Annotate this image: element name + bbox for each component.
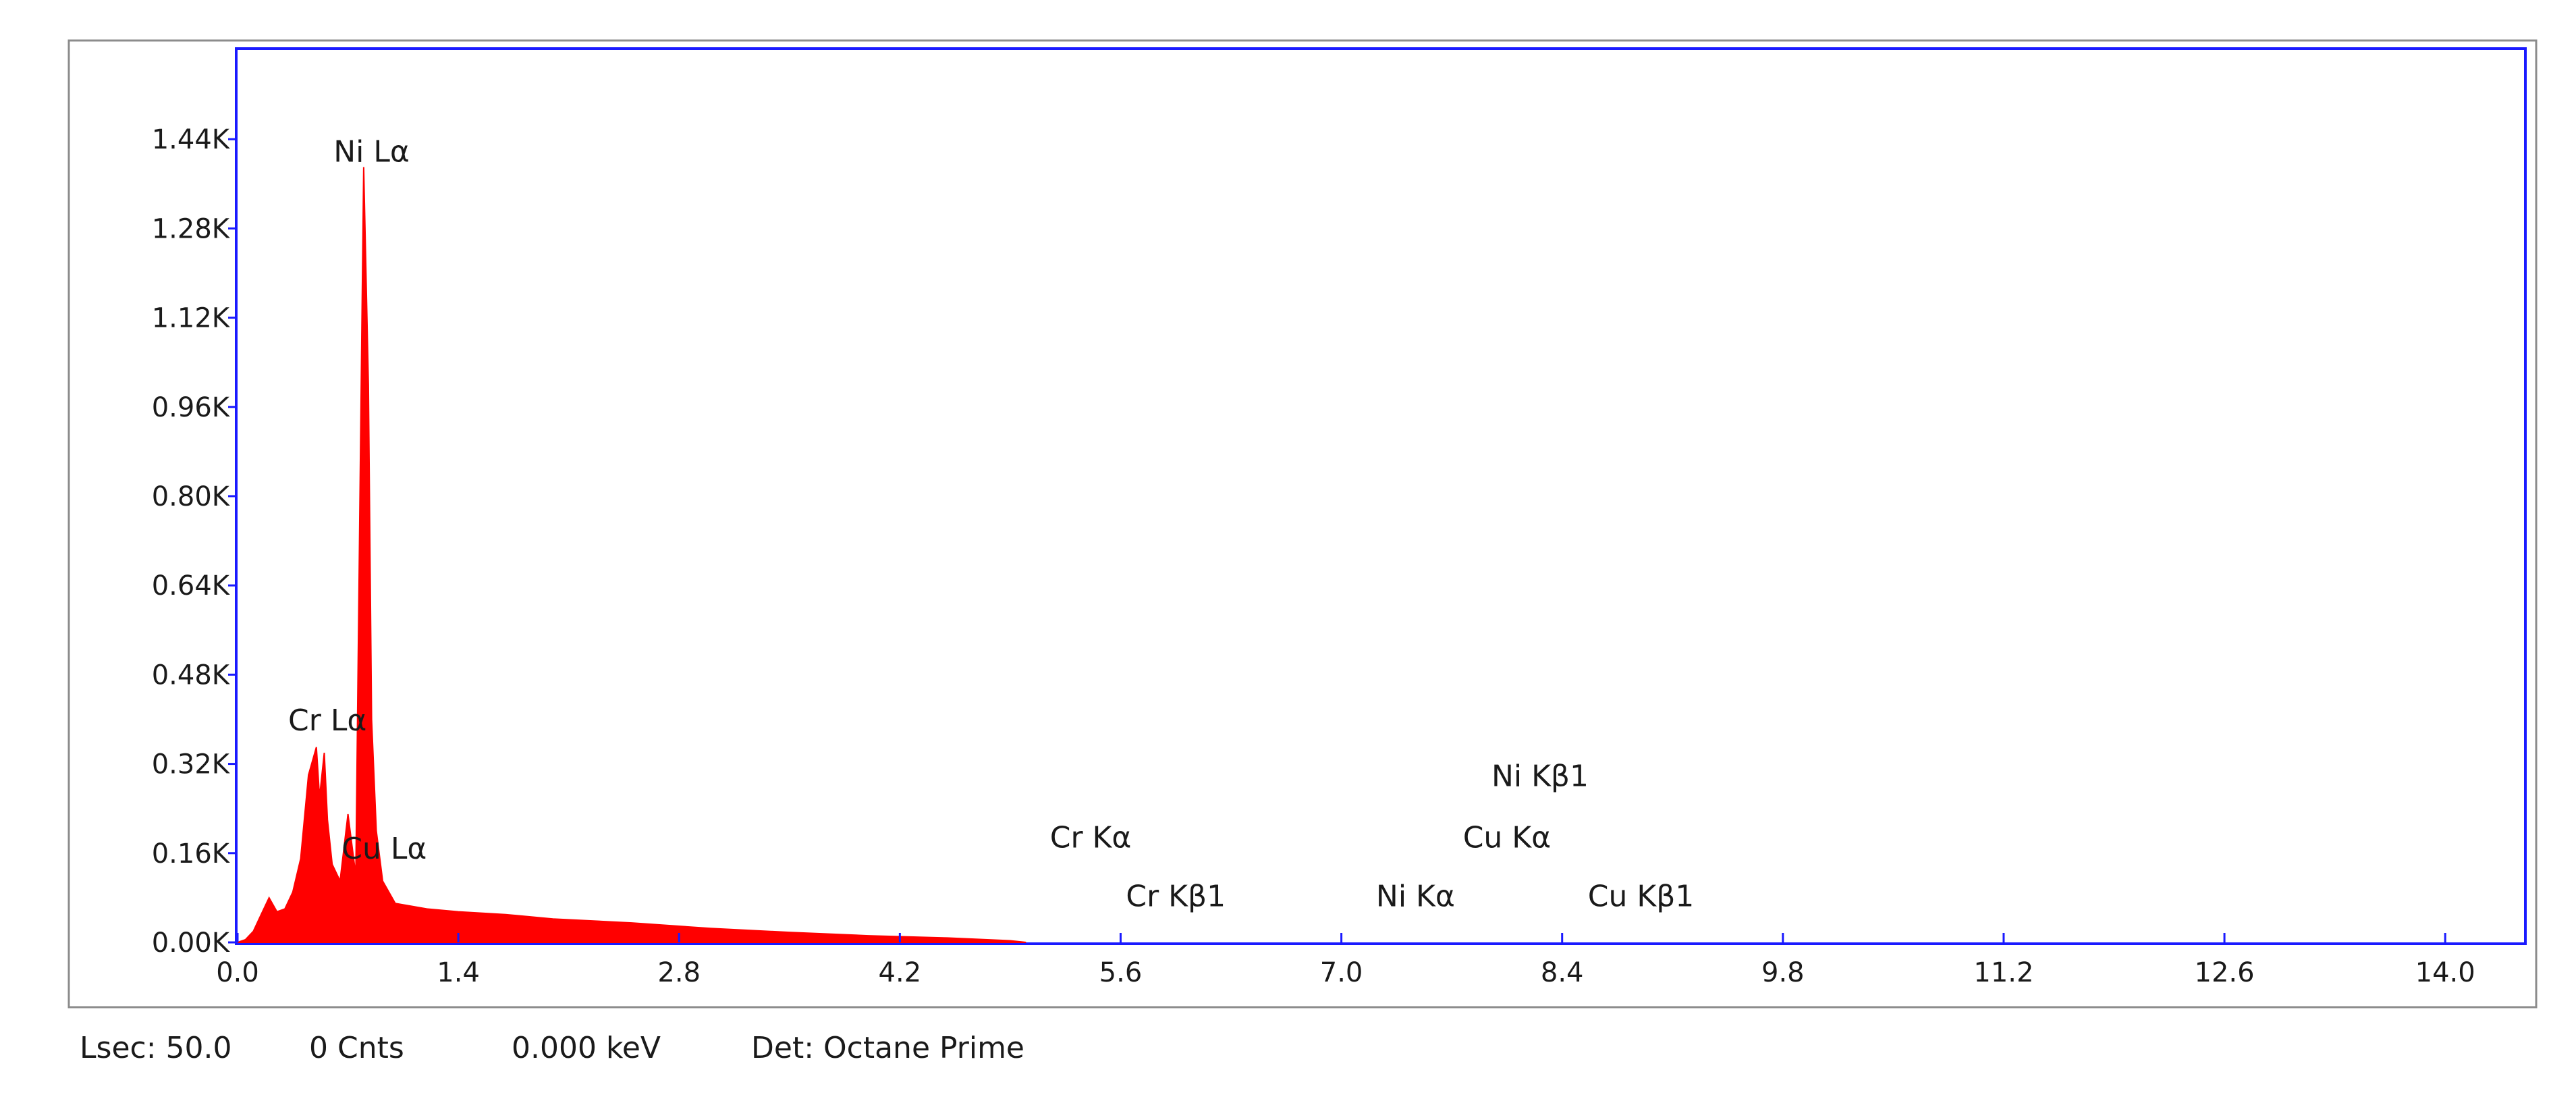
x-axis-ticks: 0.0 1.4 2.8 4.2 5.6 7.0 8.4 9.8 11.2 12.6 14.0 [216, 933, 2475, 988]
spectrum-area [237, 167, 1026, 943]
cursor-counts: 0 Cnts [309, 1030, 404, 1065]
y-tick-label: 0.80K [152, 481, 231, 512]
y-tick-label: 0.96K [152, 392, 231, 423]
peak-label: Cu Lα [341, 832, 427, 866]
x-tick-label: 0.0 [216, 957, 259, 988]
x-tick-label: 12.6 [2195, 957, 2255, 988]
x-tick-label: 8.4 [1541, 957, 1584, 988]
x-tick-label: 11.2 [1973, 957, 2033, 988]
eds-spectrum-chart: 0.0 1.4 2.8 4.2 5.6 7.0 8.4 9.8 11.2 12.6 14.0 0.0… [67, 39, 2538, 1009]
spectrum-series [237, 167, 1026, 943]
x-tick-label: 1.4 [437, 957, 480, 988]
peak-label: Cr Lα [288, 703, 366, 738]
x-tick-label: 14.0 [2415, 957, 2475, 988]
x-tick-label: 9.8 [1761, 957, 1805, 988]
y-tick-label: 0.32K [152, 749, 231, 780]
status-bar: Lsec: 50.0 0 Cnts 0.000 keV Det: Octane … [80, 1027, 1024, 1068]
peak-label: Cu Kβ1 [1588, 879, 1695, 913]
y-tick-label: 0.64K [152, 570, 231, 601]
peak-labels: Ni Lα Cr Lα Cu Lα Cr Kα Cr Kβ1 Ni Kβ1 Cu KαNi … [288, 134, 1694, 913]
x-tick-label: 5.6 [1099, 957, 1143, 988]
y-tick-label: 0.00K [152, 928, 231, 959]
x-tick-label: 2.8 [657, 957, 701, 988]
peak-label: Cr Kα [1050, 821, 1132, 855]
y-tick-label: 1.28K [152, 213, 231, 244]
peak-label: Cr Kβ1 [1126, 879, 1226, 913]
y-tick-label: 0.16K [152, 838, 231, 869]
peak-label: Ni Kβ1 [1491, 759, 1589, 794]
x-tick-label: 4.2 [879, 957, 922, 988]
y-tick-label: 1.44K [152, 124, 231, 155]
cursor-energy: 0.000 keV [512, 1030, 661, 1065]
x-tick-label: 7.0 [1320, 957, 1363, 988]
y-tick-label: 1.12K [152, 303, 231, 334]
peak-label: Ni Kα [1376, 879, 1455, 913]
y-axis-ticks: 0.00K 0.16K 0.32K 0.48K 0.64K 0.80K 0.96K 1.12K… [152, 124, 238, 959]
detector-name: Det: Octane Prime [751, 1030, 1025, 1065]
live-seconds: Lsec: 50.0 [80, 1030, 232, 1065]
peak-label: Cu Kα [1463, 821, 1551, 855]
y-tick-label: 0.48K [152, 660, 231, 691]
peak-label: Ni Lα [333, 134, 410, 169]
plot-area-frame [235, 47, 2527, 945]
